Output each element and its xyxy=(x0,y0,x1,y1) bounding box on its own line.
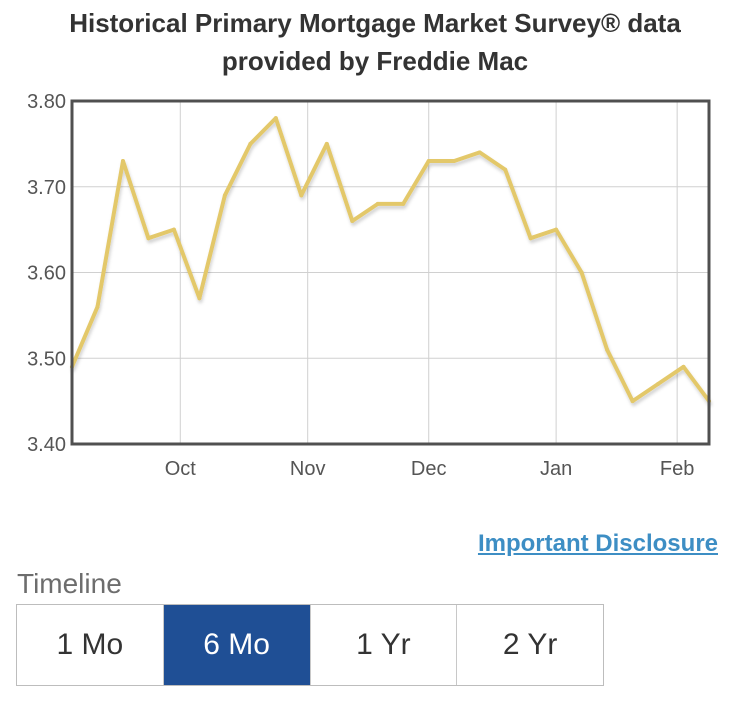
data-point xyxy=(197,296,202,301)
data-point xyxy=(401,201,406,206)
chart-title-line-1: Historical Primary Mortgage Market Surve… xyxy=(69,8,681,38)
data-point xyxy=(554,227,559,232)
data-point xyxy=(120,159,125,164)
chart-title: Historical Primary Mortgage Market Surve… xyxy=(0,4,750,80)
data-point xyxy=(503,167,508,172)
series-layer xyxy=(70,116,711,404)
timeline-segmented-control: 1 Mo 6 Mo 1 Yr 2 Yr xyxy=(16,604,604,686)
timeline-1-year-button[interactable]: 1 Yr xyxy=(310,605,458,685)
x-tick-label: Feb xyxy=(660,458,694,480)
data-point xyxy=(375,201,380,206)
data-point xyxy=(222,193,227,198)
y-tick-label: 3.40 xyxy=(27,434,66,456)
x-tick-label: Oct xyxy=(165,458,197,480)
data-point xyxy=(171,227,176,232)
data-point xyxy=(656,381,661,386)
data-point xyxy=(605,347,610,352)
line-chart: 3.40 3.50 3.60 3.70 3.80 Oct Nov Dec Jan Feb xyxy=(27,91,711,480)
important-disclosure-link[interactable]: Important Disclosure xyxy=(477,530,718,557)
data-point xyxy=(350,219,355,224)
x-axis-ticks: Oct Nov Dec Jan Feb xyxy=(165,458,695,480)
y-tick-label: 3.70 xyxy=(27,177,66,199)
x-tick-label: Nov xyxy=(290,458,326,480)
data-point xyxy=(95,304,100,309)
y-tick-label: 3.50 xyxy=(27,348,66,370)
data-point xyxy=(248,141,253,146)
chart-title-line-2: provided by Freddie Mac xyxy=(221,46,529,76)
y-tick-label: 3.80 xyxy=(27,91,66,113)
data-point xyxy=(579,270,584,275)
data-point xyxy=(477,150,482,155)
x-tick-label: Jan xyxy=(540,458,572,480)
data-point xyxy=(452,159,457,164)
timeline-1-month-button[interactable]: 1 Mo xyxy=(17,605,164,685)
timeline-2-year-button[interactable]: 2 Yr xyxy=(457,605,603,685)
data-point xyxy=(146,236,151,241)
data-point xyxy=(426,159,431,164)
x-tick-label: Dec xyxy=(411,458,447,480)
data-point xyxy=(630,399,635,404)
data-point xyxy=(324,141,329,146)
y-tick-label: 3.60 xyxy=(27,263,66,285)
data-point xyxy=(528,236,533,241)
data-point xyxy=(681,364,686,369)
data-point xyxy=(273,116,278,121)
timeline-label: Timeline xyxy=(17,568,122,599)
grid-lines xyxy=(72,100,709,445)
data-point xyxy=(299,193,304,198)
y-axis-ticks: 3.40 3.50 3.60 3.70 3.80 xyxy=(27,91,66,456)
plot-area-border xyxy=(70,99,711,446)
rate-series-line xyxy=(70,116,711,404)
timeline-6-month-button[interactable]: 6 Mo xyxy=(163,605,311,685)
